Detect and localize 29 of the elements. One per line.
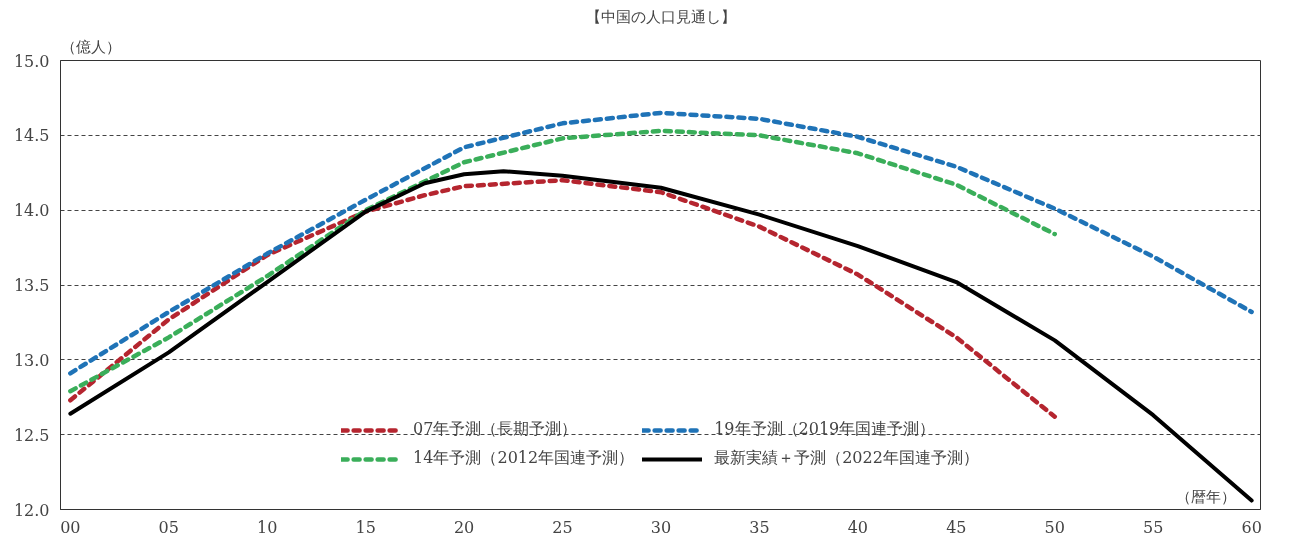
y-tick-label: 12.5 — [13, 425, 50, 445]
x-tick-label: 20 — [453, 517, 475, 537]
x-tick-label: 10 — [257, 517, 278, 537]
line-series — [68, 169, 1254, 503]
x-axis-title: （暦年） — [1175, 487, 1236, 506]
x-tick-label: 05 — [158, 517, 179, 537]
x-tick-label: 40 — [847, 517, 869, 537]
x-tick-label: 60 — [1241, 517, 1262, 537]
x-tick-label: 15 — [355, 517, 376, 537]
x-tick-label: 30 — [650, 517, 672, 537]
y-tick-label: 14.5 — [13, 126, 50, 146]
line-series — [68, 110, 1254, 376]
line-series — [68, 177, 1058, 419]
x-tick-label: 35 — [749, 517, 770, 537]
legend-label: 14年予測（2012年国連予測） — [413, 448, 635, 469]
chart-title: 【中国の人口見通し】 — [585, 7, 736, 26]
y-tick-label: 13.0 — [13, 350, 50, 370]
x-tick-label: 45 — [946, 517, 967, 537]
x-tick-label: 50 — [1044, 517, 1065, 537]
x-tick-label: 55 — [1143, 517, 1164, 537]
x-tick-label: 00 — [60, 517, 81, 537]
line-series — [68, 128, 1058, 394]
x-tick-label: 25 — [552, 517, 573, 537]
y-tick-label: 12.0 — [13, 500, 50, 520]
legend-label: 最新実績＋予測（2022年国連予測） — [714, 448, 979, 469]
y-tick-label: 13.5 — [13, 276, 50, 295]
y-axis-title: （億人） — [60, 37, 121, 56]
y-tick-label: 14.0 — [13, 201, 50, 221]
y-tick-label: 15.0 — [13, 51, 50, 71]
